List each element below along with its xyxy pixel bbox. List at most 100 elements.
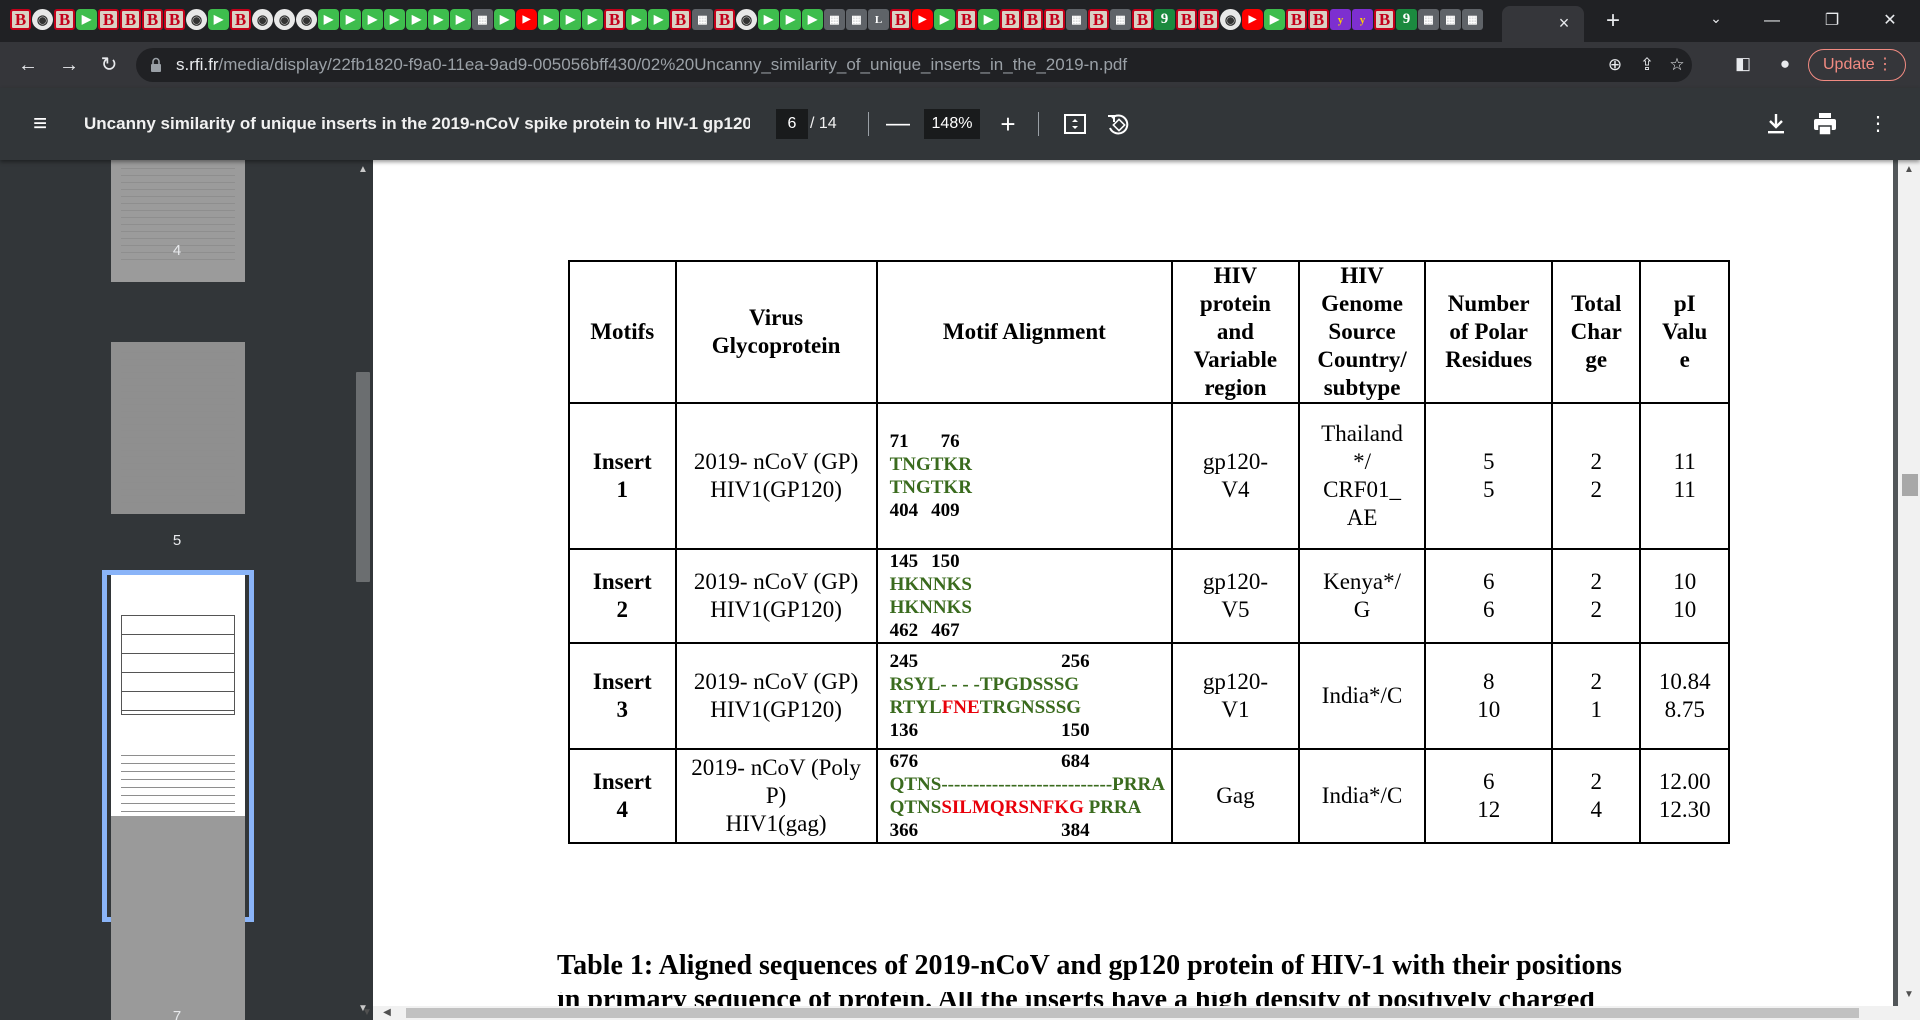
pinned-tab-b-icon[interactable]: B xyxy=(1000,9,1021,30)
close-window-button[interactable]: ✕ xyxy=(1883,12,1897,29)
pinned-tab-b-icon[interactable]: B xyxy=(1044,9,1065,30)
pinned-tab-b-icon[interactable]: B xyxy=(1198,9,1219,30)
pinned-tab-play-icon[interactable]: ▶ xyxy=(362,9,383,30)
pinned-tab-b-icon[interactable]: B xyxy=(1132,9,1153,30)
page-thumbnail-5[interactable] xyxy=(111,342,245,514)
pinned-tab-play-icon[interactable]: ▶ xyxy=(494,9,515,30)
hamburger-menu-icon[interactable]: ≡ xyxy=(32,110,47,137)
pinned-tab-play-icon[interactable]: ▶ xyxy=(428,9,449,30)
document-viewport[interactable]: Motifs Virus Glycoprotein Motif Alignment… xyxy=(373,160,1898,1006)
pinned-tab-yel-icon[interactable]: y xyxy=(1352,9,1373,30)
pinned-tab-play-icon[interactable]: ▶ xyxy=(340,9,361,30)
pinned-tab-b-icon[interactable]: B xyxy=(1374,9,1395,30)
rotate-icon[interactable] xyxy=(1104,110,1132,138)
pinned-tab-yt-icon[interactable]: ▶ xyxy=(516,9,537,30)
pinned-tab-9-icon[interactable]: 9 xyxy=(1154,9,1175,30)
pinned-tab-yt-icon[interactable]: ▶ xyxy=(1242,9,1263,30)
pinned-tab-play-icon[interactable]: ▶ xyxy=(934,9,955,30)
pinned-tab-circle-icon[interactable]: ◉ xyxy=(296,9,317,30)
zoom-in-button[interactable]: + xyxy=(1000,109,1016,139)
sidebar-scrollbar-thumb[interactable] xyxy=(356,372,370,582)
sidebar-scroll-up-icon[interactable]: ▲ xyxy=(358,164,368,175)
sidebar-scroll-down-icon[interactable]: ▼ xyxy=(358,1003,368,1014)
pinned-tab-misc-icon[interactable]: ▦ xyxy=(1462,9,1483,30)
pinned-tab-play-icon[interactable]: ▶ xyxy=(450,9,471,30)
pinned-tab-b-icon[interactable]: B xyxy=(54,9,75,30)
pinned-tab-misc-icon[interactable]: ▦ xyxy=(1066,9,1087,30)
pinned-tab-circle-icon[interactable]: ◉ xyxy=(186,9,207,30)
pinned-tab-b-icon[interactable]: B xyxy=(120,9,141,30)
pinned-tab-circle-icon[interactable]: ◉ xyxy=(32,9,53,30)
page-number-input[interactable]: 6 xyxy=(776,109,808,139)
document-scrollbar[interactable] xyxy=(1898,160,1920,1020)
download-icon[interactable] xyxy=(1762,110,1790,138)
reload-icon[interactable]: ↻ xyxy=(100,54,118,76)
pinned-tab-b-icon[interactable]: B xyxy=(890,9,911,30)
zoom-icon[interactable]: ⊕ xyxy=(1607,55,1623,74)
active-tab[interactable] xyxy=(1502,6,1584,42)
pinned-tab-misc-icon[interactable]: ▦ xyxy=(1440,9,1461,30)
scroll-down-icon[interactable]: ▼ xyxy=(1904,989,1914,1000)
close-tab-icon[interactable]: × xyxy=(1558,13,1570,33)
pinned-tab-circle-icon[interactable]: ◉ xyxy=(274,9,295,30)
pinned-tab-yt-icon[interactable]: ▶ xyxy=(912,9,933,30)
sidebar-scrollbar[interactable] xyxy=(352,160,373,1020)
pinned-tab-play-icon[interactable]: ▶ xyxy=(780,9,801,30)
bookmark-star-icon[interactable]: ☆ xyxy=(1669,55,1685,74)
pinned-tab-play-icon[interactable]: ▶ xyxy=(538,9,559,30)
pinned-tab-b-icon[interactable]: B xyxy=(1088,9,1109,30)
horizontal-scrollbar-thumb[interactable] xyxy=(406,1008,1859,1018)
new-tab-button[interactable]: + xyxy=(1605,7,1620,34)
pinned-tab-yel-icon[interactable]: y xyxy=(1330,9,1351,30)
scroll-left-icon[interactable]: ◀ xyxy=(383,1007,391,1018)
pinned-tab-misc-icon[interactable]: ▦ xyxy=(692,9,713,30)
side-panel-icon[interactable]: ◧ xyxy=(1734,54,1752,73)
pinned-tab-L-icon[interactable]: L xyxy=(868,9,889,30)
zoom-level-input[interactable]: 148% xyxy=(924,109,980,139)
address-bar[interactable]: s.rfi.fr/media/display/22fb1820-f9a0-11e… xyxy=(136,48,1692,82)
tab-search-icon[interactable]: ⌄ xyxy=(1710,10,1722,26)
print-icon[interactable] xyxy=(1811,110,1839,138)
pinned-tab-circle-icon[interactable]: ◉ xyxy=(1220,9,1241,30)
page-thumbnail-4[interactable] xyxy=(111,160,245,282)
pinned-tab-play-icon[interactable]: ▶ xyxy=(582,9,603,30)
scroll-up-icon[interactable]: ▲ xyxy=(1904,164,1914,175)
pinned-tab-play-icon[interactable]: ▶ xyxy=(318,9,339,30)
pinned-tab-b-icon[interactable]: B xyxy=(1176,9,1197,30)
pinned-tab-misc-icon[interactable]: ▦ xyxy=(472,9,493,30)
pinned-tab-play-icon[interactable]: ▶ xyxy=(384,9,405,30)
pinned-tab-play-icon[interactable]: ▶ xyxy=(802,9,823,30)
pinned-tab-misc-icon[interactable]: ▦ xyxy=(846,9,867,30)
pinned-tab-b-icon[interactable]: B xyxy=(142,9,163,30)
zoom-out-button[interactable]: — xyxy=(886,110,910,137)
pinned-tab-circle-icon[interactable]: ◉ xyxy=(736,9,757,30)
pinned-tab-misc-icon[interactable]: ▦ xyxy=(1418,9,1439,30)
pinned-tab-circle-icon[interactable]: ◉ xyxy=(252,9,273,30)
pinned-tab-b-icon[interactable]: B xyxy=(670,9,691,30)
pinned-tab-9-icon[interactable]: 9 xyxy=(1396,9,1417,30)
pinned-tab-b-icon[interactable]: B xyxy=(604,9,625,30)
update-button[interactable]: Update ⋮ xyxy=(1808,49,1906,81)
pinned-tab-b-icon[interactable]: B xyxy=(1308,9,1329,30)
pinned-tab-b-icon[interactable]: B xyxy=(98,9,119,30)
restore-button[interactable]: ❐ xyxy=(1824,12,1840,29)
sidebar-scroll-right-icon[interactable]: ▼ xyxy=(362,1007,372,1018)
pinned-tab-play-icon[interactable]: ▶ xyxy=(208,9,229,30)
pinned-tab-misc-icon[interactable]: ▦ xyxy=(824,9,845,30)
fit-to-page-icon[interactable] xyxy=(1062,111,1088,137)
page-thumbnail-7[interactable] xyxy=(111,816,245,1020)
pinned-tab-play-icon[interactable]: ▶ xyxy=(406,9,427,30)
pinned-tab-play-icon[interactable]: ▶ xyxy=(978,9,999,30)
pinned-tab-b-icon[interactable]: B xyxy=(714,9,735,30)
pinned-tab-b-icon[interactable]: B xyxy=(230,9,251,30)
pinned-tab-play-icon[interactable]: ▶ xyxy=(76,9,97,30)
pinned-tab-play-icon[interactable]: ▶ xyxy=(560,9,581,30)
profile-icon[interactable]: ● xyxy=(1779,54,1791,73)
share-icon[interactable]: ⇪ xyxy=(1639,55,1655,74)
pinned-tab-b-icon[interactable]: B xyxy=(164,9,185,30)
pinned-tab-b-icon[interactable]: B xyxy=(1022,9,1043,30)
document-scrollbar-thumb[interactable] xyxy=(1902,474,1918,496)
minimize-button[interactable]: — xyxy=(1764,12,1780,29)
pinned-tab-play-icon[interactable]: ▶ xyxy=(758,9,779,30)
lock-icon[interactable] xyxy=(150,57,162,73)
